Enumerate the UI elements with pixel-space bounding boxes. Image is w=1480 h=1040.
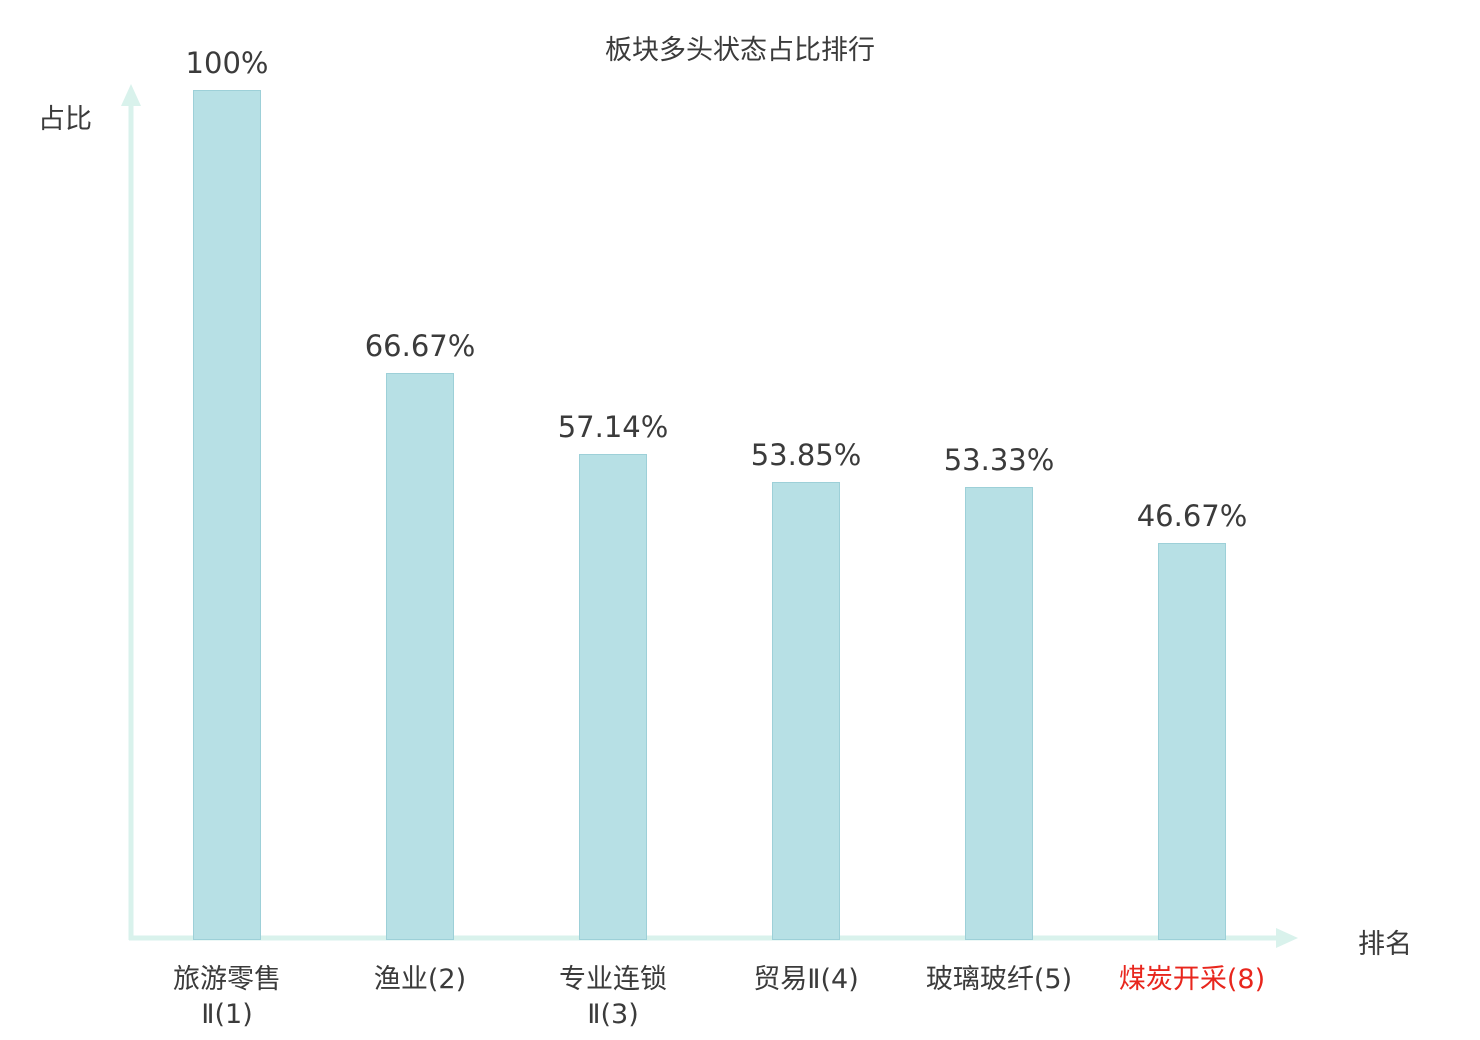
category-label-5: 玻璃玻纤(5) <box>926 962 1072 997</box>
x-axis-arrow-icon <box>1276 928 1298 948</box>
category-label-line: 煤炭开采(8) <box>1118 964 1266 995</box>
value-label-5: 53.33% <box>943 442 1055 477</box>
value-label-1: 100% <box>185 46 269 80</box>
category-label-4: 贸易Ⅱ(4) <box>753 962 859 997</box>
category-label-3: 专业连锁 Ⅱ(3) <box>559 962 667 1032</box>
category-label-line: Ⅱ(1) <box>201 999 253 1031</box>
category-label-line: 渔业(2) <box>373 964 467 995</box>
category-label-2: 渔业(2) <box>374 962 466 997</box>
category-label-line: 旅游零售 <box>173 964 281 995</box>
bar-5[interactable] <box>965 486 1033 940</box>
value-label-2: 66.67% <box>364 329 476 364</box>
value-label-3: 57.14% <box>557 410 669 445</box>
y-axis-arrow-icon <box>121 84 141 106</box>
category-label-line: 玻璃玻纤(5) <box>925 964 1073 995</box>
value-label-4: 53.85% <box>750 438 862 473</box>
y-axis-label: 占比 <box>38 104 92 135</box>
category-label-6: 煤炭开采(8) <box>1119 962 1265 997</box>
bar-1[interactable] <box>193 90 261 940</box>
x-axis-label: 排名 <box>1358 929 1412 960</box>
bar-6[interactable] <box>1158 543 1226 940</box>
category-label-line: 专业连锁 <box>559 964 667 995</box>
category-label-line: Ⅱ(3) <box>587 999 639 1031</box>
category-label-1: 旅游零售 Ⅱ(1) <box>173 962 281 1032</box>
value-label-6: 46.67% <box>1136 499 1248 534</box>
bar-2[interactable] <box>386 373 454 940</box>
category-label-line: 贸易Ⅱ(4) <box>753 964 859 995</box>
bar-3[interactable] <box>579 454 647 940</box>
bar-4[interactable] <box>772 482 840 940</box>
chart-title: 板块多头状态占比排行 <box>605 35 875 66</box>
